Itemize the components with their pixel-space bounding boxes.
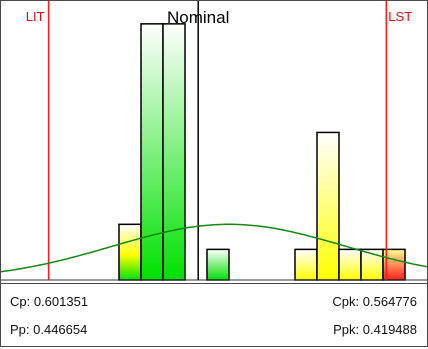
nominal-label: Nominal [167, 8, 229, 27]
fit-curve-group [1, 223, 427, 273]
histogram-bar [140, 23, 164, 281]
cpk-value: Cpk: 0.564776 [332, 294, 417, 309]
upper-spec-label: LST [388, 9, 412, 24]
bars-group [1, 23, 427, 281]
histogram-bar [316, 131, 340, 281]
ppk-value: Ppk: 0.419488 [333, 322, 417, 337]
normal-fit-curve [1, 223, 427, 273]
histogram-bar [162, 23, 186, 281]
histogram-bar [294, 248, 318, 281]
histogram-bar [338, 248, 362, 281]
histogram-chart: LIT LST Nominal [1, 1, 427, 281]
histogram-bar [118, 223, 142, 281]
capability-stats: Cp: 0.601351 Cpk: 0.564776 Pp: 0.446654 … [1, 283, 427, 347]
pp-value: Pp: 0.446654 [10, 322, 88, 337]
cp-value: Cp: 0.601351 [10, 294, 89, 309]
histogram-bar [206, 248, 230, 281]
spec-lines-group: LIT LST Nominal [26, 1, 412, 280]
lower-spec-label: LIT [26, 9, 45, 24]
